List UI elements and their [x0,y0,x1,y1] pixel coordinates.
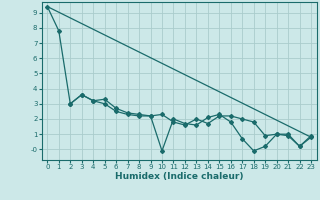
X-axis label: Humidex (Indice chaleur): Humidex (Indice chaleur) [115,172,244,181]
